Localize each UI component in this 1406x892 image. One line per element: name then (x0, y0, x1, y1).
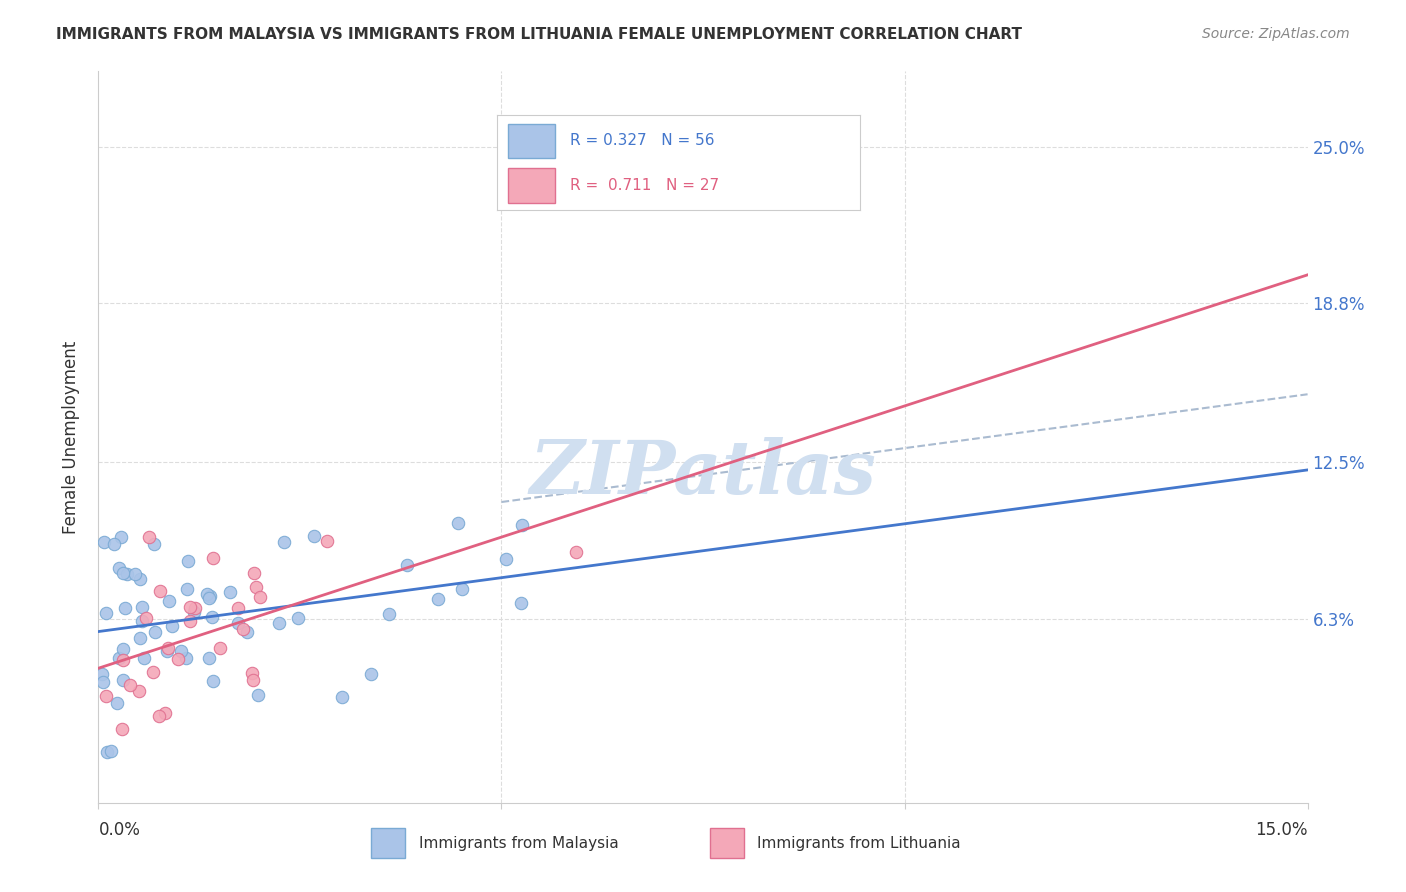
Point (509, 596, 531, 610)
Point (226, 616, 249, 631)
Point (124, 566, 146, 581)
Point (128, 683, 150, 698)
Point (94, 606, 117, 620)
Point (287, 610, 309, 624)
Point (218, 585, 240, 599)
Point (166, 651, 188, 665)
Text: IMMIGRANTS FROM MALAYSIA VS IMMIGRANTS FROM LITHUANIA FEMALE UNEMPLOYMENT CORREL: IMMIGRANTS FROM MALAYSIA VS IMMIGRANTS F… (56, 27, 1022, 42)
Point (132, 651, 155, 665)
Point (93, 535, 115, 549)
Point (316, 534, 339, 549)
Point (112, 566, 135, 580)
Point (148, 709, 170, 723)
Point (426, 592, 449, 607)
Point (91, 667, 114, 681)
Point (114, 601, 136, 615)
Point (160, 619, 183, 633)
Point (118, 678, 141, 692)
Point (242, 673, 264, 688)
Point (360, 667, 382, 681)
Point (447, 516, 470, 530)
Point (111, 723, 134, 737)
Point (176, 582, 198, 596)
Point (243, 566, 266, 581)
Point (451, 582, 474, 597)
Point (110, 530, 132, 544)
Point (108, 561, 131, 575)
Text: 0.0%: 0.0% (98, 821, 141, 839)
Point (103, 537, 125, 551)
Point (100, 744, 122, 758)
Point (495, 551, 517, 566)
Point (142, 537, 165, 551)
Point (273, 535, 295, 549)
Point (510, 517, 533, 532)
Point (105, 696, 128, 710)
Point (131, 615, 153, 629)
Point (156, 644, 179, 658)
Text: 15.0%: 15.0% (1256, 821, 1308, 839)
Point (135, 611, 157, 625)
Point (157, 594, 180, 608)
Point (129, 632, 152, 646)
Point (565, 544, 588, 558)
Point (179, 614, 201, 628)
Point (198, 651, 221, 665)
Point (153, 706, 176, 720)
Point (377, 607, 399, 621)
Text: ZIPatlas: ZIPatlas (530, 437, 876, 510)
Point (245, 580, 267, 594)
Point (91, 675, 114, 690)
Point (183, 605, 205, 619)
Point (179, 599, 201, 614)
Point (138, 530, 160, 544)
Point (111, 653, 134, 667)
Point (129, 572, 152, 586)
Point (232, 622, 254, 636)
Point (304, 528, 326, 542)
Point (200, 610, 222, 624)
Point (201, 551, 224, 566)
Point (201, 673, 224, 688)
Point (111, 641, 134, 656)
Point (236, 624, 259, 639)
Point (170, 644, 193, 658)
Y-axis label: Female Unemployment: Female Unemployment (62, 341, 80, 533)
Point (174, 650, 197, 665)
Point (249, 591, 271, 605)
Point (131, 600, 153, 615)
Point (157, 640, 180, 655)
Point (96, 745, 118, 759)
Point (330, 690, 353, 705)
Point (143, 624, 166, 639)
Point (184, 601, 207, 615)
Point (246, 688, 269, 702)
Point (209, 640, 232, 655)
Point (142, 665, 165, 680)
Point (108, 651, 131, 665)
Point (198, 589, 221, 603)
Point (94, 689, 117, 703)
Text: Source: ZipAtlas.com: Source: ZipAtlas.com (1202, 27, 1350, 41)
Point (240, 666, 263, 681)
Point (117, 567, 139, 582)
Point (197, 591, 219, 605)
Point (177, 554, 200, 568)
Point (395, 558, 418, 573)
Point (267, 615, 290, 630)
Point (195, 587, 218, 601)
Point (226, 601, 249, 615)
Point (111, 673, 134, 688)
Point (149, 583, 172, 598)
